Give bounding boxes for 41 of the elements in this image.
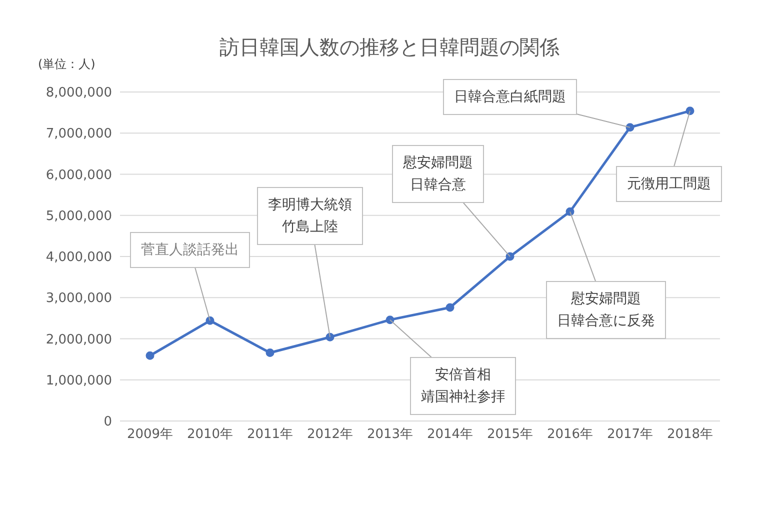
callout-box: 慰安婦問題日韓合意 [392,144,484,202]
y-tick-label: 6,000,000 [46,168,112,183]
y-tick-label: 1,000,000 [46,373,112,388]
y-tick-label: 0 [104,414,112,430]
y-tick-label: 8,000,000 [46,86,112,101]
point [266,348,274,357]
annotation: 日韓合意白紙問題 [454,88,566,108]
y-axis-title: (単位：人) [38,56,96,73]
annotation: 李明博大統領竹島上陸 [268,196,352,238]
point [446,303,454,312]
x-tick-label: 2012年 [306,427,354,442]
callout-box: 李明博大統領竹島上陸 [257,187,363,246]
annotation: 慰安婦問題日韓合意 [403,154,473,194]
callout-box: 菅直人談話発出 [130,232,250,268]
y-tick-label: 3,000,000 [46,291,112,306]
y-tick-label: 7,000,000 [46,126,112,142]
x-tick-label: 2018年 [666,427,714,442]
x-tick-label: 2013年 [366,427,414,442]
point [386,316,394,324]
x-tick-label: 2017年 [606,427,654,442]
annotation: 元徴用工問題 [627,174,711,194]
x-tick-label: 2011年 [246,427,294,442]
x-tick-label: 2014年 [426,427,474,442]
point [146,351,154,360]
callout-box: 日韓合意白紙問題 [443,79,577,116]
callout-box: 元徴用工問題 [616,166,722,202]
chart-title: 訪日韓国人数の推移と日韓問題の関係 [220,35,560,59]
y-tick-label: 2,000,000 [46,332,112,348]
annotation: 慰安婦問題日韓合意に反発 [557,290,655,331]
x-tick-label: 2010年 [186,427,234,442]
point [566,207,574,216]
callout-box: 安倍首相靖国神社参拝 [410,356,516,415]
x-tick-label: 2009年 [126,427,174,442]
y-tick-label: 5,000,000 [46,208,112,224]
callout-box: 慰安婦問題日韓合意に反発 [546,280,666,339]
annotation: 菅直人談話発出 [141,240,239,260]
annotation: 安倍首相靖国神社参拝 [421,366,505,407]
x-tick-label: 2016年 [546,427,594,442]
y-tick-label: 4,000,000 [46,250,112,266]
x-tick-label: 2015年 [486,427,534,442]
point [626,123,634,132]
